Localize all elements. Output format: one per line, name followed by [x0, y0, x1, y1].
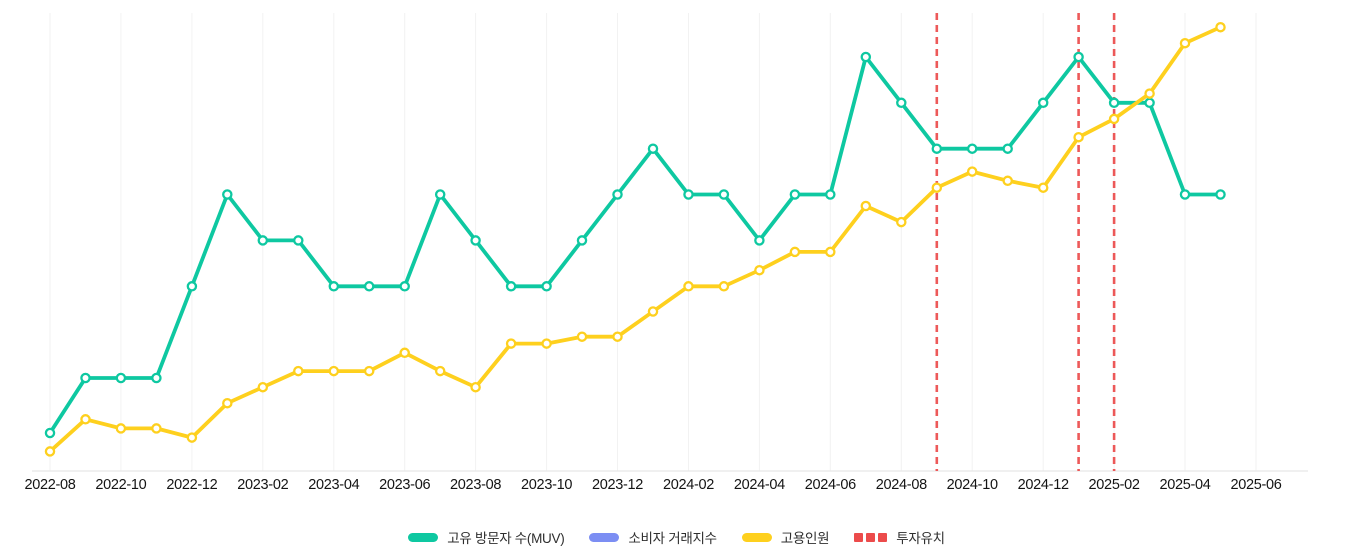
data-point-marker: [789, 189, 801, 200]
data-point-marker: [399, 347, 410, 359]
data-point-marker: [1037, 182, 1049, 193]
data-point-marker: [966, 143, 978, 154]
data-point-marker: [718, 281, 730, 292]
data-point-marker: [470, 381, 481, 393]
data-point-marker: [896, 216, 907, 228]
data-point-marker: [1037, 97, 1049, 109]
data-point-marker: [151, 423, 162, 434]
legend: 고유 방문자 수(MUV) 소비자 거래지수 고용인원 투자유치: [0, 527, 1353, 547]
series-path: [48, 55, 1223, 435]
legend-item-1[interactable]: 소비자 거래지수: [589, 527, 717, 547]
data-point-marker: [222, 189, 233, 200]
data-point-marker: [115, 372, 127, 384]
data-point-marker: [257, 235, 269, 246]
legend-label: 소비자 거래지수: [628, 531, 717, 546]
legend-label: 투자유치: [896, 531, 945, 546]
data-point-marker: [1144, 97, 1155, 109]
data-point-marker: [1179, 37, 1191, 49]
data-point-marker: [1108, 97, 1120, 109]
data-point-marker: [151, 372, 162, 384]
data-point-marker: [44, 446, 56, 457]
data-point-marker: [1179, 189, 1191, 200]
data-point-marker: [257, 381, 269, 393]
data-point-marker: [683, 189, 694, 200]
data-point-marker: [612, 331, 623, 342]
data-point-marker: [541, 281, 552, 292]
dash-segment: [878, 532, 888, 542]
data-point-marker: [1215, 189, 1226, 200]
legend-label: 고유 방문자 수(MUV): [447, 531, 565, 546]
data-point-marker: [860, 200, 872, 212]
legend-line-swatch-icon: [408, 532, 439, 542]
data-point-marker: [612, 189, 623, 200]
series-line: [44, 21, 1226, 457]
data-point-marker: [1073, 51, 1084, 63]
data-point-marker: [576, 235, 588, 246]
data-point-marker: [789, 246, 801, 258]
data-point-marker: [80, 372, 91, 384]
data-point-marker: [1002, 143, 1013, 154]
data-point-marker: [363, 365, 375, 377]
legend-item-2[interactable]: 고용인원: [741, 527, 830, 547]
data-point-marker: [186, 281, 198, 292]
data-point-marker: [80, 414, 91, 425]
data-point-marker: [222, 397, 233, 409]
event-lines-투자유치: [935, 13, 1116, 471]
data-point-marker: [470, 235, 481, 246]
data-point-marker: [576, 331, 588, 342]
data-point-marker: [825, 246, 836, 258]
data-point-marker: [718, 189, 730, 200]
data-point-marker: [931, 143, 943, 154]
data-point-marker: [505, 338, 517, 349]
data-point-marker: [363, 281, 375, 292]
legend-item-3[interactable]: 투자유치: [854, 527, 945, 547]
data-point-marker: [860, 51, 872, 63]
data-point-marker: [683, 281, 694, 292]
data-point-marker: [1108, 113, 1120, 125]
data-point-marker: [1073, 131, 1084, 143]
data-point-marker: [754, 264, 765, 276]
data-point-marker: [931, 182, 943, 193]
data-point-marker: [1215, 21, 1226, 33]
data-point-marker: [505, 281, 517, 292]
data-point-marker: [328, 365, 340, 377]
data-point-marker: [647, 143, 659, 154]
dash-segment: [866, 532, 876, 542]
legend-dashed-line-swatch-icon: [854, 532, 888, 542]
dash-segment: [854, 532, 864, 542]
series-path: [48, 25, 1223, 454]
data-point-marker: [754, 235, 765, 246]
legend-line-swatch-icon: [741, 532, 772, 542]
data-point-marker: [293, 365, 304, 377]
data-point-marker: [434, 189, 446, 200]
legend-line-swatch-icon: [589, 532, 620, 542]
data-point-marker: [966, 166, 978, 177]
legend-item-0[interactable]: 고유 방문자 수(MUV): [408, 527, 565, 547]
data-point-marker: [115, 423, 127, 434]
data-point-marker: [186, 432, 198, 443]
data-point-marker: [44, 427, 56, 439]
data-point-marker: [1144, 88, 1155, 99]
data-point-marker: [434, 365, 446, 377]
data-point-marker: [1002, 175, 1013, 187]
gridlines: [49, 13, 1257, 471]
legend-label: 고용인원: [780, 531, 830, 546]
data-point-marker: [896, 97, 907, 109]
data-point-marker: [399, 281, 410, 292]
data-point-marker: [328, 281, 340, 292]
data-point-marker: [647, 306, 659, 317]
data-point-marker: [825, 189, 836, 200]
series-line: [44, 51, 1226, 439]
data-point-marker: [541, 338, 552, 349]
data-point-marker: [293, 235, 304, 246]
